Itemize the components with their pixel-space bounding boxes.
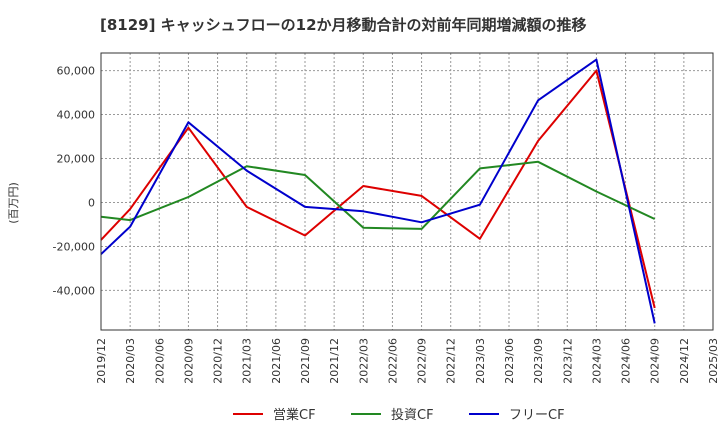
x-tick-label: 2020/09 — [182, 338, 195, 384]
x-axis-ticks: 2019/12 2020/03 2020/06 2020/09 2020/12 2021/… — [95, 338, 720, 384]
x-tick-label: 2022/03 — [357, 338, 370, 384]
x-tick-label: 2020/03 — [124, 338, 137, 384]
y-tick-label: -40,000 — [53, 284, 95, 297]
y-tick-label: 20,000 — [57, 153, 96, 166]
x-tick-label: 2021/06 — [270, 338, 283, 384]
x-tick-label: 2024/06 — [620, 338, 633, 384]
series-line — [100, 69, 656, 309]
x-tick-label: 2020/12 — [212, 338, 225, 384]
x-tick-label: 2022/06 — [386, 338, 399, 384]
grid — [100, 53, 714, 330]
series-line — [100, 58, 656, 324]
y-tick-label: -20,000 — [53, 240, 95, 253]
x-tick-label: 2023/12 — [561, 338, 574, 384]
plot-frame — [100, 52, 714, 331]
x-tick-label: 2024/03 — [590, 338, 603, 384]
x-tick-label: 2024/09 — [649, 338, 662, 384]
y-tick-label: 0 — [88, 196, 95, 209]
plot-area — [101, 53, 713, 330]
x-tick-label: 2021/12 — [328, 338, 341, 384]
legend-label: 投資CF — [391, 407, 434, 423]
x-tick-label: 2024/12 — [678, 338, 691, 384]
x-tick-label: 2022/12 — [445, 338, 458, 384]
legend: 営業CF 投資CF フリーCF — [233, 407, 565, 423]
x-tick-label: 2021/09 — [299, 338, 312, 384]
y-tick-label: 40,000 — [57, 109, 96, 122]
legend-label: 営業CF — [273, 407, 316, 423]
y-tick-label: 60,000 — [57, 65, 96, 78]
x-tick-label: 2025/03 — [707, 338, 720, 384]
series-lines — [100, 58, 656, 324]
legend-label: フリーCF — [509, 408, 565, 423]
x-tick-label: 2021/03 — [241, 338, 254, 384]
x-tick-label: 2019/12 — [95, 338, 108, 384]
x-tick-label: 2023/03 — [474, 338, 487, 384]
series-line — [100, 160, 656, 230]
y-axis-label: (百万円) — [7, 182, 20, 224]
chart-title: [8129] キャッシュフローの12か月移動合計の対前年同期増減額の推移 — [100, 16, 587, 34]
x-tick-label: 2023/09 — [532, 338, 545, 384]
x-tick-label: 2022/09 — [416, 338, 429, 384]
x-tick-label: 2023/06 — [503, 338, 516, 384]
y-axis-ticks: 60,000 40,000 20,000 0 -20,000 -40,000 — [53, 65, 95, 298]
x-tick-label: 2020/06 — [153, 338, 166, 384]
